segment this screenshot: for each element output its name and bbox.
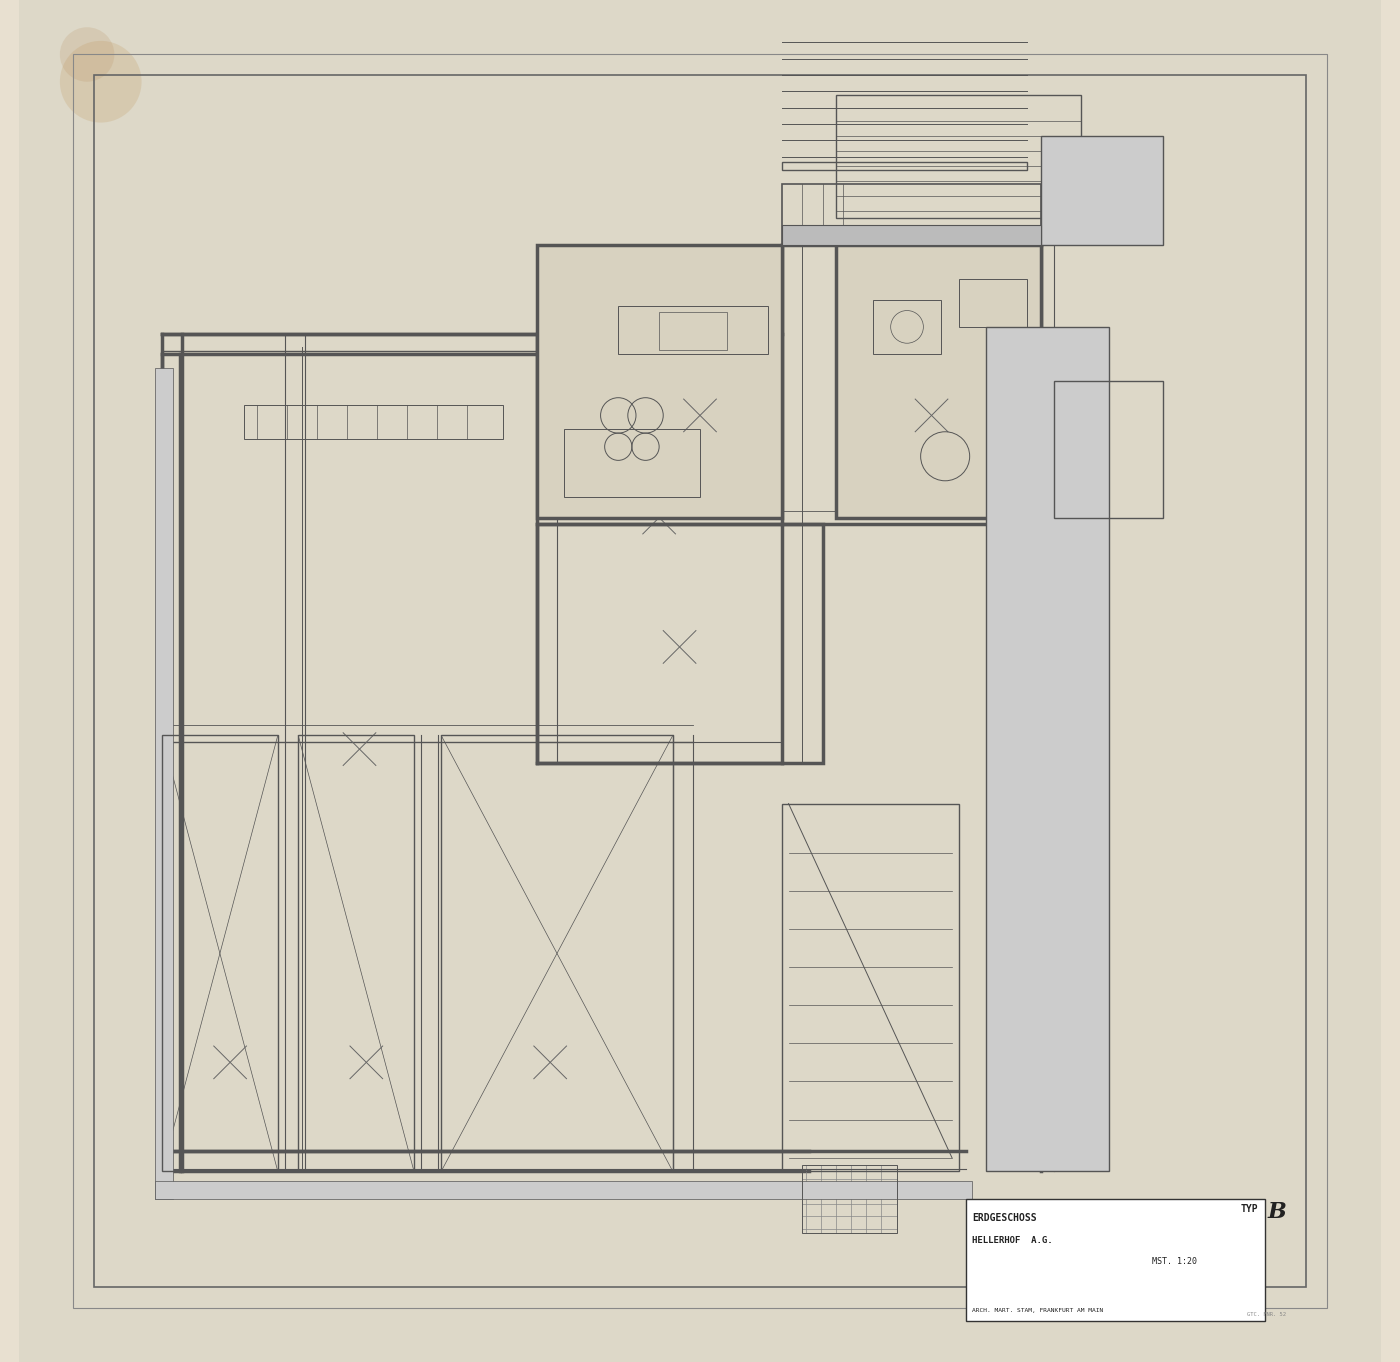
Text: HELLERHOF  A.G.: HELLERHOF A.G. [973, 1237, 1053, 1245]
Bar [959, 279, 1026, 327]
Bar [94, 75, 1306, 1287]
Ellipse shape [60, 41, 141, 123]
Text: MST. 1:20: MST. 1:20 [1152, 1257, 1197, 1265]
Bar [162, 735, 277, 1171]
Text: GTC. FNR. 52: GTC. FNR. 52 [1246, 1312, 1285, 1317]
Bar [781, 184, 1040, 245]
Bar [781, 804, 959, 1171]
Bar [966, 1199, 1266, 1321]
Bar [1040, 136, 1163, 245]
Bar [781, 225, 1040, 245]
Bar [619, 306, 769, 354]
Text: ERDGESCHOSS: ERDGESCHOSS [973, 1212, 1037, 1223]
Ellipse shape [60, 27, 115, 82]
Bar [781, 162, 1026, 170]
Bar [1054, 381, 1163, 518]
Bar [836, 95, 1081, 218]
Bar [836, 245, 1040, 518]
Text: B: B [1268, 1201, 1287, 1223]
Bar [802, 1165, 897, 1233]
Bar [536, 524, 823, 763]
Bar [155, 368, 174, 1199]
Bar [441, 735, 673, 1171]
Bar [155, 1181, 973, 1199]
Bar [659, 312, 727, 350]
Bar [298, 735, 414, 1171]
Bar [986, 327, 1109, 1171]
Text: ARCH. MART. STAM, FRANKFURT AM MAIN: ARCH. MART. STAM, FRANKFURT AM MAIN [973, 1308, 1103, 1313]
Bar [874, 300, 941, 354]
Bar [244, 405, 503, 439]
Bar [536, 245, 781, 518]
Bar [564, 429, 700, 497]
Text: TYP: TYP [1240, 1204, 1259, 1215]
